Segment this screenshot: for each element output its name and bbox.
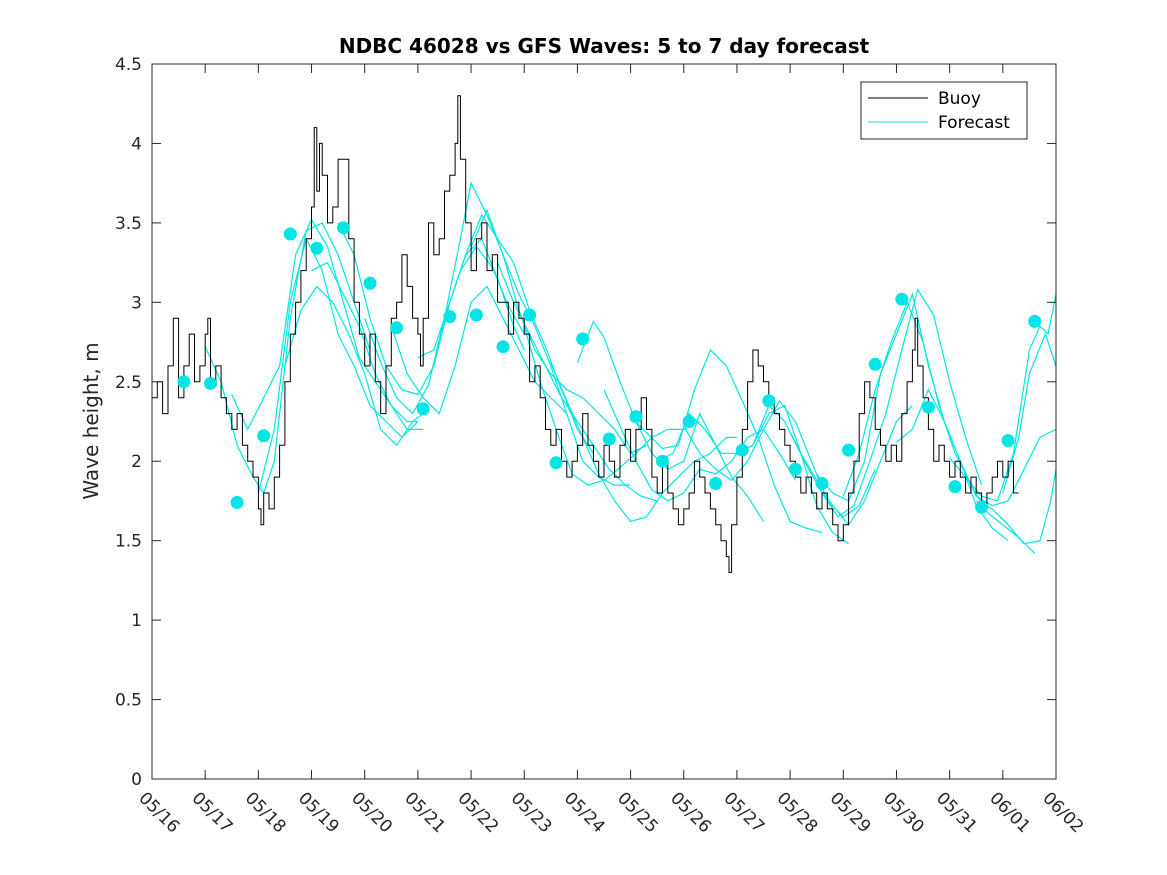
forecast-line — [284, 285, 424, 447]
forecast-marker — [895, 292, 909, 306]
forecast-marker — [283, 227, 297, 241]
y-tick-label: 4 — [131, 134, 142, 154]
y-tick-label: 2.5 — [115, 373, 142, 393]
y-tick-label: 0 — [131, 770, 142, 790]
y-axis-ticks: 0 0.5 1 1.5 2 2.5 3 3.5 4 4.5 — [115, 55, 1056, 790]
forecast-marker — [682, 415, 696, 428]
forecast-marker — [1028, 314, 1042, 328]
forecast-marker — [948, 480, 962, 494]
axes-box — [151, 63, 1057, 780]
forecast-marker — [390, 321, 404, 335]
forecast-marker — [469, 308, 483, 322]
legend-box — [860, 81, 1028, 140]
forecast-line — [975, 469, 1057, 545]
forecast-marker — [602, 432, 616, 446]
forecast-line — [257, 237, 419, 494]
plot-area — [152, 64, 1056, 779]
forecast-marker — [310, 241, 324, 255]
forecast-marker — [257, 429, 271, 443]
forecast-marker — [842, 443, 856, 457]
y-tick-label: 3 — [131, 293, 142, 313]
plot-content — [152, 95, 1057, 573]
forecast-marker — [416, 402, 430, 416]
forecast-line — [842, 300, 1036, 554]
forecast-marker — [363, 276, 377, 290]
forecast-marker — [788, 462, 802, 476]
forecast-marker — [868, 357, 882, 371]
forecast-line — [523, 326, 700, 486]
forecast-marker — [709, 477, 723, 490]
forecast-line — [630, 348, 823, 534]
forecast-line — [417, 213, 594, 454]
y-tick-label: 0.5 — [115, 691, 142, 711]
forecast-marker — [177, 375, 191, 389]
forecast-marker — [629, 410, 643, 424]
forecast-line — [204, 222, 371, 495]
forecast-marker — [496, 340, 510, 354]
y-tick-label: 2 — [131, 452, 142, 472]
legend-forecast-label: Forecast — [938, 113, 1010, 133]
y-tick-label: 1 — [131, 611, 142, 631]
forecast-line — [683, 399, 876, 518]
forecast-marker — [921, 400, 935, 414]
legend: Buoy Forecast — [860, 81, 1028, 140]
y-axis-label: Wave height, m — [79, 342, 103, 499]
forecast-marker — [975, 500, 989, 514]
forecast-line — [311, 261, 424, 430]
forecast-marker — [762, 394, 776, 408]
forecast-marker — [576, 332, 590, 346]
buoy-line — [152, 95, 1019, 573]
buoy-series-line — [152, 95, 1019, 573]
forecast-marker — [204, 376, 217, 390]
forecast-marker — [523, 308, 537, 322]
chart-title: NDBC 46028 vs GFS Waves: 5 to 7 day fore… — [339, 34, 870, 58]
forecast-marker — [735, 443, 749, 457]
forecast-marker — [656, 454, 669, 468]
forecast-marker — [549, 456, 563, 470]
forecast-marker — [815, 477, 829, 490]
forecast-line — [390, 285, 568, 415]
forecast-marker — [1001, 434, 1015, 448]
forecast-marker — [230, 496, 244, 509]
y-tick-label: 3.5 — [115, 214, 142, 234]
legend-buoy-label: Buoy — [938, 89, 981, 109]
y-tick-label: 1.5 — [115, 532, 142, 552]
forecast-line — [896, 388, 1057, 507]
forecast-marker — [443, 310, 457, 324]
forecast-markers — [177, 221, 1042, 514]
forecast-line — [1002, 332, 1057, 494]
forecast-marker — [336, 221, 350, 235]
y-tick-label: 4.5 — [115, 55, 142, 75]
